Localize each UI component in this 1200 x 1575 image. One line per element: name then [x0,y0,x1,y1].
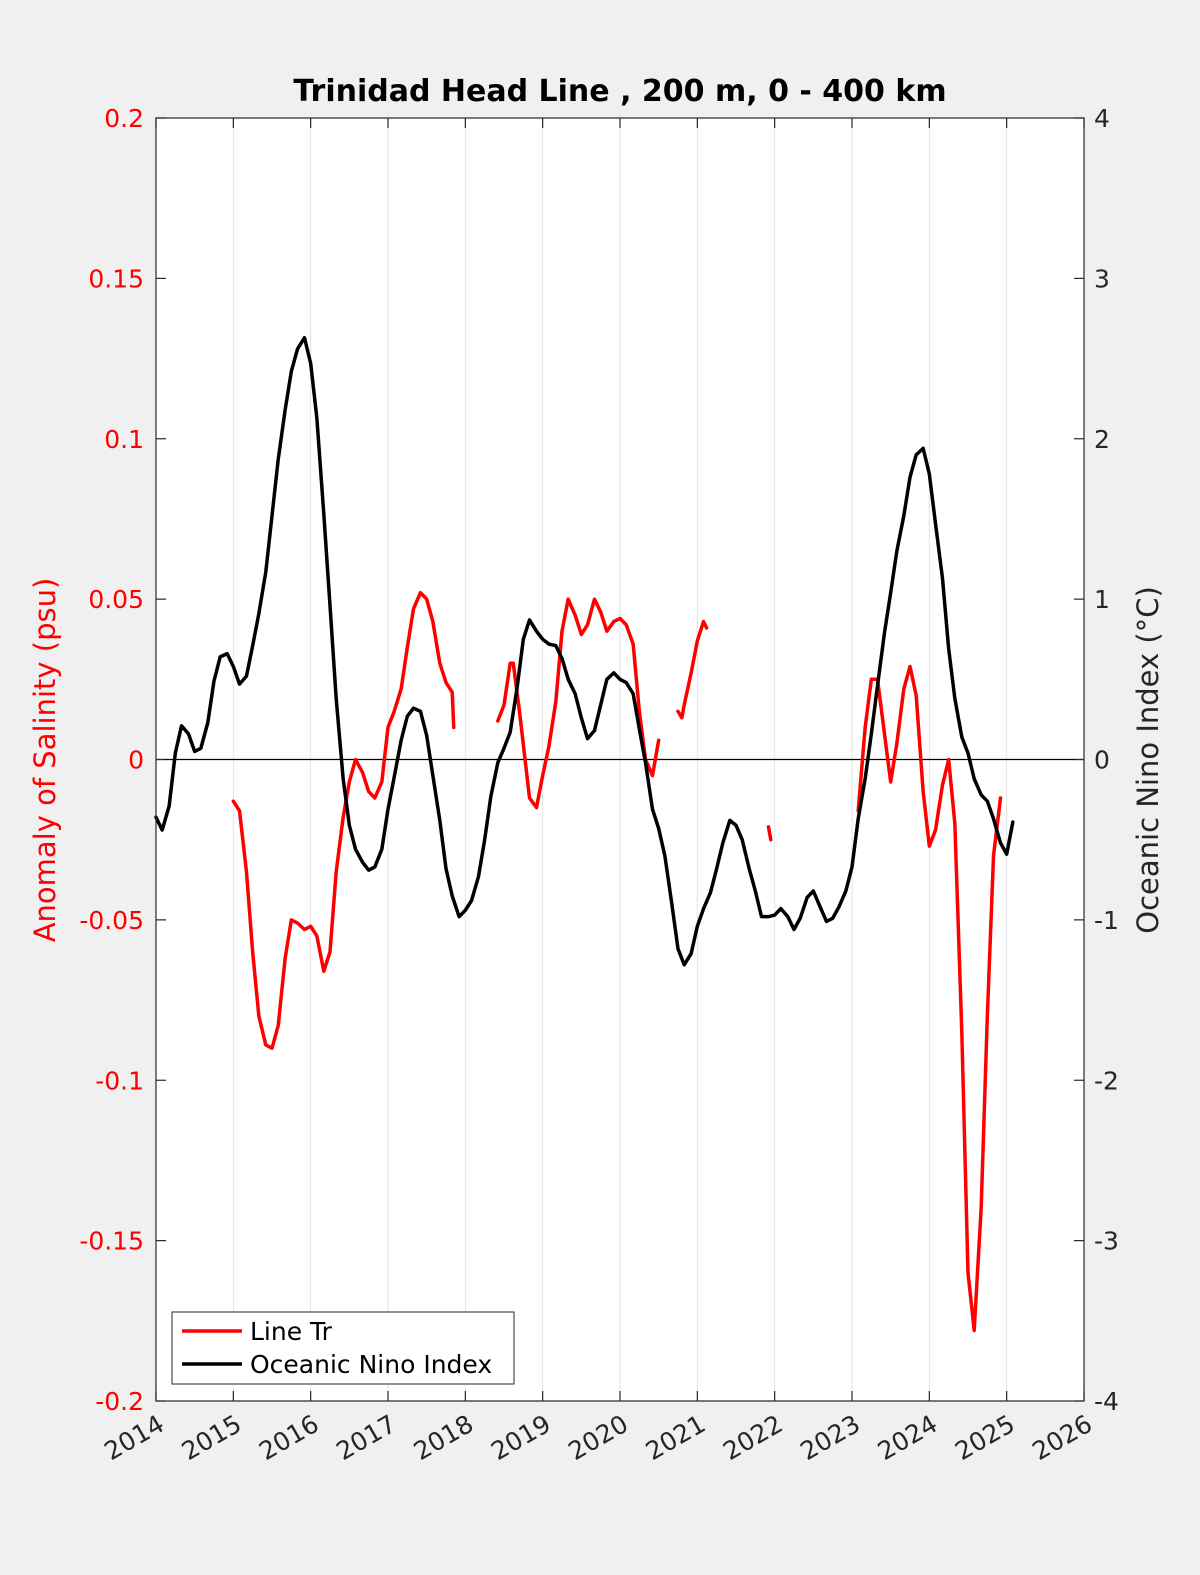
y-tick-label-right: 3 [1094,264,1110,293]
y-tick-label-left: -0.15 [79,1227,144,1256]
legend-box [171,1311,515,1385]
series-layer [154,335,1015,1333]
y-tick-label-right: 0 [1094,746,1110,775]
y-tick-label-left: 0 [128,746,144,775]
y-tick-label-right: -3 [1094,1227,1119,1256]
left-y-axis: 0.2 0.15 0.1 0.05 0 -0.05 -0.1 -0.15 -0.2 [79,104,166,1416]
y-tick-label-right: 1 [1094,585,1110,614]
y-tick-label-right: 2 [1094,425,1110,454]
chart-title: Trinidad Head Line , 200 m, 0 - 400 km [293,74,946,109]
right-y-axis: 4 3 2 1 0 -1 -2 -3 -4 [1074,104,1119,1416]
y-axis-label-left: Anomaly of Salinity (psu) [28,578,62,943]
series-segment [676,619,709,720]
y-tick-label-right: -2 [1094,1066,1119,1095]
series-segment [856,664,1003,1333]
series-segment [766,825,773,842]
y-tick-label-left: 0.1 [104,425,144,454]
y-tick-label-left: -0.2 [95,1387,144,1416]
y-tick-label-right: -4 [1094,1387,1119,1416]
y-tick-label-left: 0.2 [104,104,144,133]
y-tick-label-left: -0.05 [79,906,144,935]
series-segment [154,335,1015,967]
y-tick-label-right: 4 [1094,104,1110,133]
legend: Line Tr Oceanic Nino Index [171,1311,515,1385]
y-tick-label-right: -1 [1094,906,1119,935]
y-tick-label-left: 0.05 [88,585,144,614]
series-oceanic-nino-index [154,335,1015,967]
legend-label-line-tr: Line Tr [250,1317,333,1346]
y-tick-label-left: 0.15 [88,264,144,293]
legend-label-oni: Oceanic Nino Index [250,1350,492,1379]
y-axis-label-right: Oceanic Nino Index (°C) [1131,586,1165,934]
series-segment [496,597,661,810]
y-tick-label-left: -0.1 [95,1066,144,1095]
